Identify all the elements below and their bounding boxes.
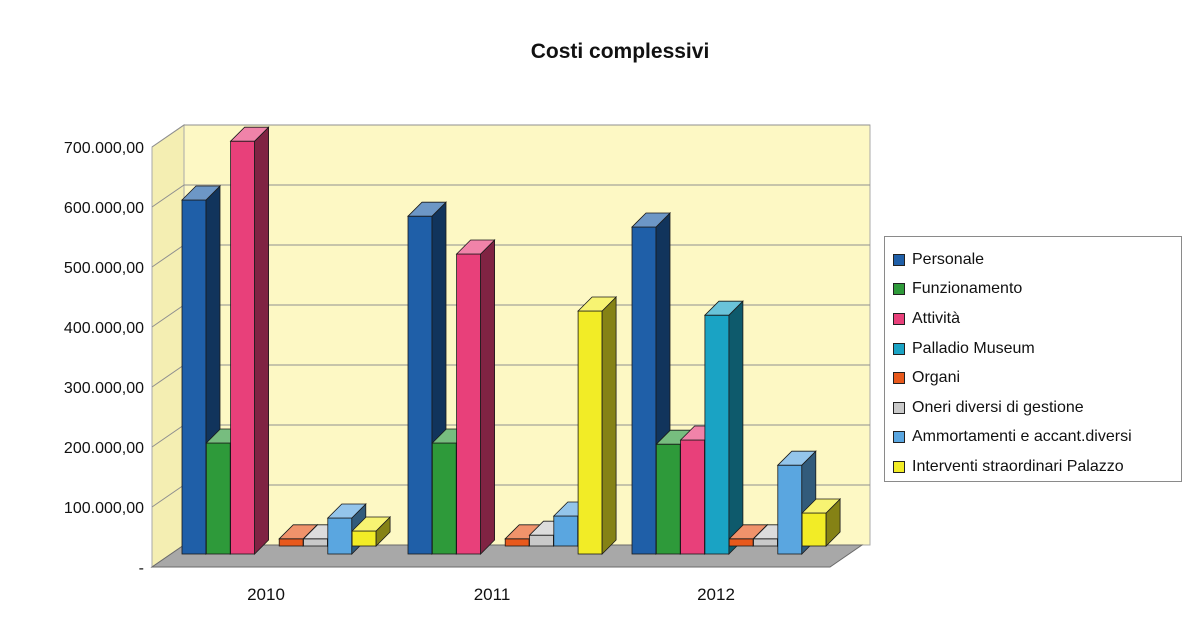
bar-front — [181, 199, 207, 555]
legend-label: Interventi straordinari Palazzo — [912, 457, 1124, 475]
bar-front — [407, 215, 433, 555]
bar-top — [776, 450, 817, 466]
bar-front — [577, 310, 603, 555]
legend-swatch — [893, 372, 905, 385]
legend-item: Palladio Museum — [885, 334, 1181, 364]
bar-top — [351, 516, 392, 532]
bar-front — [230, 140, 256, 555]
legend-label: Personale — [912, 250, 985, 268]
bar — [351, 516, 392, 547]
bar-front — [728, 538, 754, 547]
bar — [229, 126, 270, 555]
bar-front — [327, 517, 353, 555]
bar-top — [326, 503, 367, 519]
legend-item: Funzionamento — [885, 275, 1181, 305]
bar-front — [631, 226, 657, 555]
legend-label: Oneri diversi di gestione — [912, 398, 1084, 416]
legend-item: Ammortamenti e accant.diversi — [885, 423, 1181, 453]
legend-swatch — [893, 283, 905, 296]
y-axis-ticks: - 100.000,00 200.000,00 300.000,00 400.000,0… — [64, 140, 144, 577]
legend-item: Organi — [885, 363, 1181, 393]
bar-front — [205, 442, 231, 555]
bar-top — [703, 300, 744, 316]
bar-front — [753, 538, 778, 547]
side-wall — [151, 124, 185, 568]
legend-label: Organi — [912, 369, 961, 387]
legend-item: Attività — [885, 304, 1181, 334]
bar-front — [655, 443, 681, 555]
bars — [181, 126, 842, 555]
bar-front — [801, 512, 827, 547]
bar-side — [601, 296, 617, 555]
bar-front — [278, 538, 304, 547]
legend-swatch — [893, 253, 905, 266]
legend-item: Oneri diversi di gestione — [885, 393, 1181, 423]
legend-label: Palladio Museum — [912, 339, 1035, 357]
bar-side — [480, 239, 496, 555]
legend-item: Personale — [885, 245, 1181, 275]
bar-group-2011 — [407, 201, 618, 555]
bar-front — [303, 538, 328, 547]
legend-item: Interventi straordinari Palazzo — [885, 452, 1181, 482]
chart-title: Costi complessivi — [531, 40, 710, 63]
x-axis-ticks: 2010 2011 2012 — [247, 585, 735, 604]
bar-front — [777, 464, 803, 555]
bar-front — [680, 439, 705, 555]
bar-side — [728, 300, 744, 555]
y-tick-label: 700.000,00 — [64, 140, 144, 157]
y-tick-label: 400.000,00 — [64, 320, 144, 337]
bar-group-2012 — [631, 212, 842, 555]
bar-front — [431, 442, 457, 555]
bar-top — [801, 498, 842, 514]
y-tick-label: 600.000,00 — [64, 200, 144, 217]
bar-group-2010 — [181, 126, 392, 555]
legend: Personale Funzionamento Attività Palladio M… — [884, 236, 1182, 482]
bar-front — [456, 253, 482, 555]
bar-front — [504, 538, 530, 547]
bar-top — [631, 212, 671, 228]
gridline — [151, 124, 870, 148]
y-tick-label: 300.000,00 — [64, 380, 144, 397]
x-tick-label: 2012 — [697, 585, 735, 604]
legend-label: Ammortamenti e accant.diversi — [912, 428, 1132, 446]
bar-top — [229, 126, 270, 142]
bar — [577, 296, 618, 555]
back-wall — [183, 124, 871, 546]
legend-swatch — [893, 312, 905, 325]
bar-front — [351, 530, 377, 547]
bar — [801, 498, 842, 547]
bar-front — [704, 314, 730, 555]
gridline — [151, 184, 870, 208]
bar-front — [529, 534, 554, 547]
bar-top — [181, 185, 221, 201]
x-tick-label: 2010 — [247, 585, 285, 604]
y-tick-label: - — [139, 560, 144, 577]
bar — [703, 300, 744, 555]
bar-top — [455, 239, 496, 255]
y-tick-label: 200.000,00 — [64, 440, 144, 457]
bar-side — [254, 126, 270, 555]
legend-swatch — [893, 401, 905, 414]
bar-top — [577, 296, 618, 312]
y-tick-label: 100.000,00 — [64, 500, 144, 517]
x-tick-label: 2011 — [474, 585, 511, 604]
legend-swatch — [893, 431, 905, 444]
legend-swatch — [893, 460, 905, 473]
bar — [455, 239, 496, 555]
legend-label: Attività — [912, 309, 961, 327]
y-tick-label: 500.000,00 — [64, 260, 144, 277]
legend-swatch — [893, 342, 905, 355]
bar-front — [553, 515, 579, 547]
legend-label: Funzionamento — [912, 280, 1023, 298]
bar-top — [407, 201, 447, 217]
